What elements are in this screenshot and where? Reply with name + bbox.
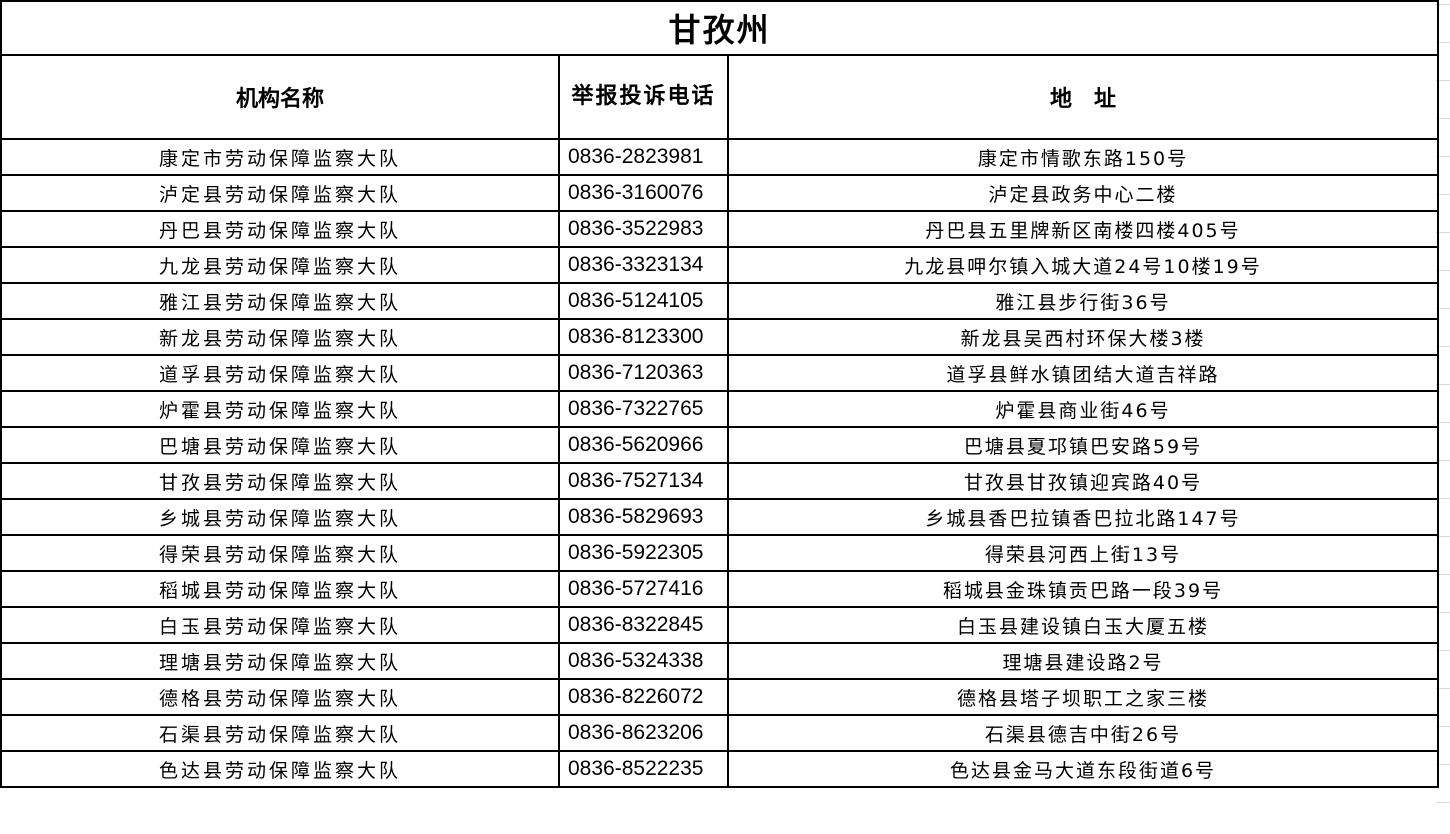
table-row: 康定市劳动保障监察大队 0836-2823981 康定市情歌东路150号 — [0, 138, 1439, 176]
agency-name-cell[interactable]: 石渠县劳动保障监察大队 — [0, 714, 560, 752]
table-row: 巴塘县劳动保障监察大队 0836-5620966 巴塘县夏邛镇巴安路59号 — [0, 426, 1439, 464]
agency-name-cell[interactable]: 雅江县劳动保障监察大队 — [0, 282, 560, 320]
header-name[interactable]: 机构名称 — [0, 54, 560, 140]
address-cell[interactable]: 炉霍县商业街46号 — [727, 390, 1439, 428]
phone-cell[interactable]: 0836-7120363 — [558, 354, 729, 392]
phone-cell[interactable]: 0836-8226072 — [558, 678, 729, 716]
phone-cell[interactable]: 0836-3323134 — [558, 246, 729, 284]
table-row: 乡城县劳动保障监察大队 0836-5829693 乡城县香巴拉镇香巴拉北路147号 — [0, 498, 1439, 536]
agency-name-cell[interactable]: 九龙县劳动保障监察大队 — [0, 246, 560, 284]
phone-cell[interactable]: 0836-5829693 — [558, 498, 729, 536]
phone-cell[interactable]: 0836-3522983 — [558, 210, 729, 248]
table-row: 得荣县劳动保障监察大队 0836-5922305 得荣县河西上街13号 — [0, 534, 1439, 572]
agency-table: 甘孜州 机构名称 举报投诉电话 地 址 康定市劳动保障监察大队 0836-2823… — [0, 0, 1439, 788]
address-cell[interactable]: 德格县塔子坝职工之家三楼 — [727, 678, 1439, 716]
phone-cell[interactable]: 0836-8322845 — [558, 606, 729, 644]
agency-name-cell[interactable]: 得荣县劳动保障监察大队 — [0, 534, 560, 572]
agency-name-cell[interactable]: 炉霍县劳动保障监察大队 — [0, 390, 560, 428]
table-row: 九龙县劳动保障监察大队 0836-3323134 九龙县呷尔镇入城大道24号10楼1… — [0, 246, 1439, 284]
table-row: 道孚县劳动保障监察大队 0836-7120363 道孚县鲜水镇团结大道吉祥路 — [0, 354, 1439, 392]
phone-cell[interactable]: 0836-5727416 — [558, 570, 729, 608]
table-row: 色达县劳动保障监察大队 0836-8522235 色达县金马大道东段街道6号 — [0, 750, 1439, 788]
agency-name-cell[interactable]: 巴塘县劳动保障监察大队 — [0, 426, 560, 464]
address-cell[interactable]: 理塘县建设路2号 — [727, 642, 1439, 680]
address-cell[interactable]: 雅江县步行街36号 — [727, 282, 1439, 320]
table-title[interactable]: 甘孜州 — [0, 0, 1439, 56]
address-cell[interactable]: 九龙县呷尔镇入城大道24号10楼19号 — [727, 246, 1439, 284]
table-row: 白玉县劳动保障监察大队 0836-8322845 白玉县建设镇白玉大厦五楼 — [0, 606, 1439, 644]
phone-cell[interactable]: 0836-7527134 — [558, 462, 729, 500]
address-cell[interactable]: 石渠县德吉中街26号 — [727, 714, 1439, 752]
phone-cell[interactable]: 0836-3160076 — [558, 174, 729, 212]
table-row: 甘孜县劳动保障监察大队 0836-7527134 甘孜县甘孜镇迎宾路40号 — [0, 462, 1439, 500]
agency-name-cell[interactable]: 丹巴县劳动保障监察大队 — [0, 210, 560, 248]
title-row: 甘孜州 — [0, 0, 1439, 56]
agency-name-cell[interactable]: 道孚县劳动保障监察大队 — [0, 354, 560, 392]
address-cell[interactable]: 巴塘县夏邛镇巴安路59号 — [727, 426, 1439, 464]
phone-cell[interactable]: 0836-8522235 — [558, 750, 729, 788]
header-phone[interactable]: 举报投诉电话 — [558, 54, 729, 140]
table-row: 雅江县劳动保障监察大队 0836-5124105 雅江县步行街36号 — [0, 282, 1439, 320]
table-row: 丹巴县劳动保障监察大队 0836-3522983 丹巴县五里牌新区南楼四楼405号 — [0, 210, 1439, 248]
header-address[interactable]: 地 址 — [727, 54, 1439, 140]
address-cell[interactable]: 乡城县香巴拉镇香巴拉北路147号 — [727, 498, 1439, 536]
phone-cell[interactable]: 0836-7322765 — [558, 390, 729, 428]
table-row: 泸定县劳动保障监察大队 0836-3160076 泸定县政务中心二楼 — [0, 174, 1439, 212]
table-row: 德格县劳动保障监察大队 0836-8226072 德格县塔子坝职工之家三楼 — [0, 678, 1439, 716]
address-cell[interactable]: 稻城县金珠镇贡巴路一段39号 — [727, 570, 1439, 608]
phone-cell[interactable]: 0836-8123300 — [558, 318, 729, 356]
address-cell[interactable]: 甘孜县甘孜镇迎宾路40号 — [727, 462, 1439, 500]
phone-cell[interactable]: 0836-5324338 — [558, 642, 729, 680]
agency-name-cell[interactable]: 甘孜县劳动保障监察大队 — [0, 462, 560, 500]
address-cell[interactable]: 泸定县政务中心二楼 — [727, 174, 1439, 212]
agency-name-cell[interactable]: 色达县劳动保障监察大队 — [0, 750, 560, 788]
table-row: 理塘县劳动保障监察大队 0836-5324338 理塘县建设路2号 — [0, 642, 1439, 680]
table-row: 炉霍县劳动保障监察大队 0836-7322765 炉霍县商业街46号 — [0, 390, 1439, 428]
agency-name-cell[interactable]: 理塘县劳动保障监察大队 — [0, 642, 560, 680]
address-cell[interactable]: 白玉县建设镇白玉大厦五楼 — [727, 606, 1439, 644]
address-cell[interactable]: 色达县金马大道东段街道6号 — [727, 750, 1439, 788]
address-cell[interactable]: 丹巴县五里牌新区南楼四楼405号 — [727, 210, 1439, 248]
table-row: 新龙县劳动保障监察大队 0836-8123300 新龙县吴西村环保大楼3楼 — [0, 318, 1439, 356]
agency-name-cell[interactable]: 康定市劳动保障监察大队 — [0, 138, 560, 176]
address-cell[interactable]: 康定市情歌东路150号 — [727, 138, 1439, 176]
agency-name-cell[interactable]: 乡城县劳动保障监察大队 — [0, 498, 560, 536]
address-cell[interactable]: 得荣县河西上街13号 — [727, 534, 1439, 572]
table-row: 石渠县劳动保障监察大队 0836-8623206 石渠县德吉中街26号 — [0, 714, 1439, 752]
phone-cell[interactable]: 0836-5620966 — [558, 426, 729, 464]
phone-cell[interactable]: 0836-5124105 — [558, 282, 729, 320]
phone-cell[interactable]: 0836-8623206 — [558, 714, 729, 752]
address-cell[interactable]: 道孚县鲜水镇团结大道吉祥路 — [727, 354, 1439, 392]
agency-name-cell[interactable]: 稻城县劳动保障监察大队 — [0, 570, 560, 608]
agency-name-cell[interactable]: 新龙县劳动保障监察大队 — [0, 318, 560, 356]
table-row: 稻城县劳动保障监察大队 0836-5727416 稻城县金珠镇贡巴路一段39号 — [0, 570, 1439, 608]
header-row: 机构名称 举报投诉电话 地 址 — [0, 54, 1439, 140]
address-cell[interactable]: 新龙县吴西村环保大楼3楼 — [727, 318, 1439, 356]
phone-cell[interactable]: 0836-2823981 — [558, 138, 729, 176]
spreadsheet-grid-edge — [1436, 0, 1450, 834]
phone-cell[interactable]: 0836-5922305 — [558, 534, 729, 572]
agency-name-cell[interactable]: 白玉县劳动保障监察大队 — [0, 606, 560, 644]
agency-name-cell[interactable]: 德格县劳动保障监察大队 — [0, 678, 560, 716]
agency-name-cell[interactable]: 泸定县劳动保障监察大队 — [0, 174, 560, 212]
